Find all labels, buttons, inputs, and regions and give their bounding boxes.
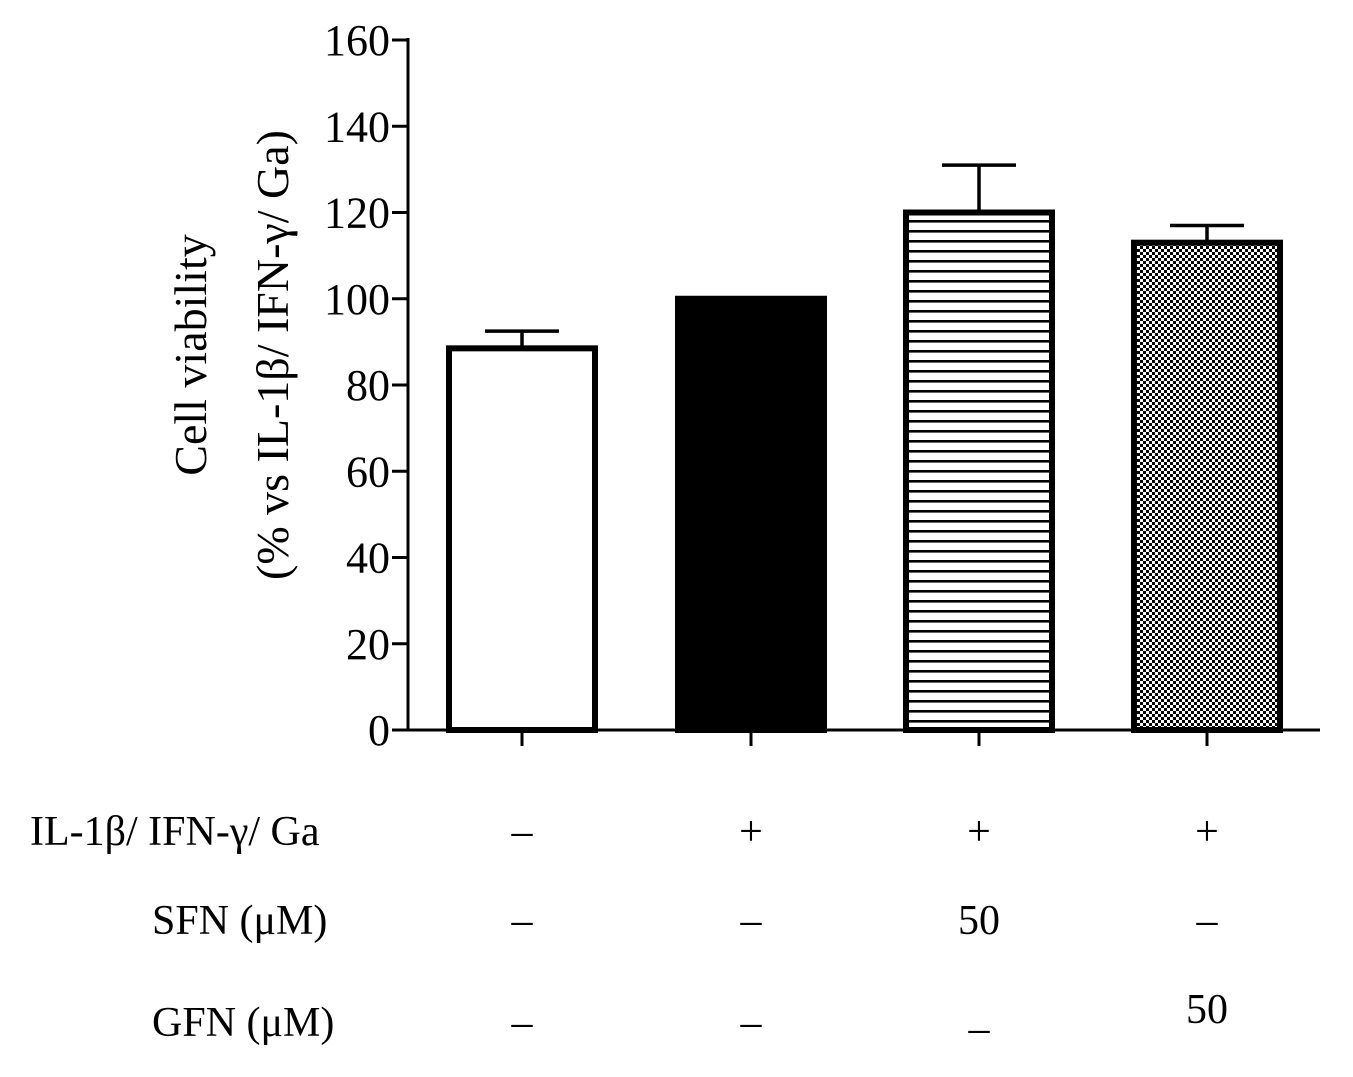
y-axis-title-line-1: Cell viability <box>165 234 216 475</box>
y-tick-label: 40 <box>346 534 390 583</box>
condition-table: IL-1β/ IFN-γ/ Ga – + + + SFN (μM) – – 50 – GFN (μM… <box>30 809 1228 1052</box>
y-tick-label: 160 <box>324 16 390 65</box>
y-tick-label: 0 <box>368 706 390 755</box>
condition-value: – <box>968 1006 991 1052</box>
condition-row-label: GFN (μM) <box>152 1000 334 1046</box>
bar-3 <box>903 209 1055 733</box>
y-axis: 0 20 40 60 80 100 120 140 160 <box>324 16 410 755</box>
y-tick-label: 100 <box>324 275 390 324</box>
condition-value: – <box>740 898 763 944</box>
condition-value: + <box>1195 809 1219 855</box>
condition-value: 50 <box>958 898 1000 944</box>
condition-row-label: IL-1β/ IFN-γ/ Ga <box>30 809 320 855</box>
condition-value: – <box>511 809 534 855</box>
bar-1 <box>446 345 598 733</box>
y-tick-label: 60 <box>346 447 390 496</box>
y-axis-title: Cell viability (% vs IL-1β/ IFN-γ/ Ga) <box>165 130 298 580</box>
condition-value: – <box>511 1000 534 1046</box>
y-tick-label: 120 <box>324 189 390 238</box>
condition-value: 50 <box>1186 987 1228 1033</box>
y-tick-label: 20 <box>346 620 390 669</box>
condition-value: – <box>1196 898 1219 944</box>
bars <box>446 209 1283 733</box>
y-axis-title-line-2: (% vs IL-1β/ IFN-γ/ Ga) <box>247 130 298 580</box>
bar-4 <box>1131 239 1283 733</box>
y-tick-label: 80 <box>346 361 390 410</box>
error-bars <box>485 163 1244 349</box>
condition-row-label: SFN (μM) <box>152 898 327 944</box>
condition-value: – <box>740 1000 763 1046</box>
condition-value: – <box>511 898 534 944</box>
condition-value: + <box>967 809 991 855</box>
y-tick-label: 140 <box>324 102 390 151</box>
bar-2 <box>675 295 827 733</box>
condition-value: + <box>739 809 763 855</box>
